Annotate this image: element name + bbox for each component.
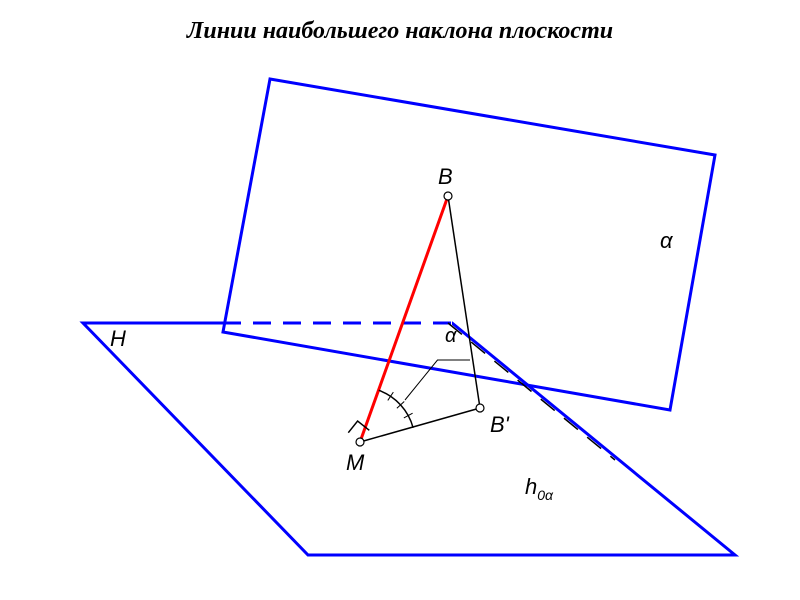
point-bprime bbox=[476, 404, 484, 412]
label-h: H bbox=[110, 326, 126, 351]
point-m bbox=[356, 438, 364, 446]
label-alpha-plane: α bbox=[660, 228, 674, 253]
plane-h-outline bbox=[83, 323, 735, 555]
label-angle-alpha: α bbox=[445, 325, 457, 347]
line-b-bprime bbox=[448, 196, 480, 408]
line-mb-slope bbox=[360, 196, 448, 442]
label-h0alpha: h0α bbox=[525, 474, 554, 503]
label-bprime: B' bbox=[490, 412, 510, 437]
label-m: M bbox=[346, 450, 365, 475]
line-m-bprime bbox=[360, 408, 480, 442]
point-b bbox=[444, 192, 452, 200]
label-b: B bbox=[438, 164, 453, 189]
trace-hidden bbox=[448, 323, 615, 460]
page-title: Линии наибольшего наклона плоскости bbox=[0, 18, 800, 45]
geometry-diagram: H α B B' M α h0α bbox=[0, 0, 800, 600]
